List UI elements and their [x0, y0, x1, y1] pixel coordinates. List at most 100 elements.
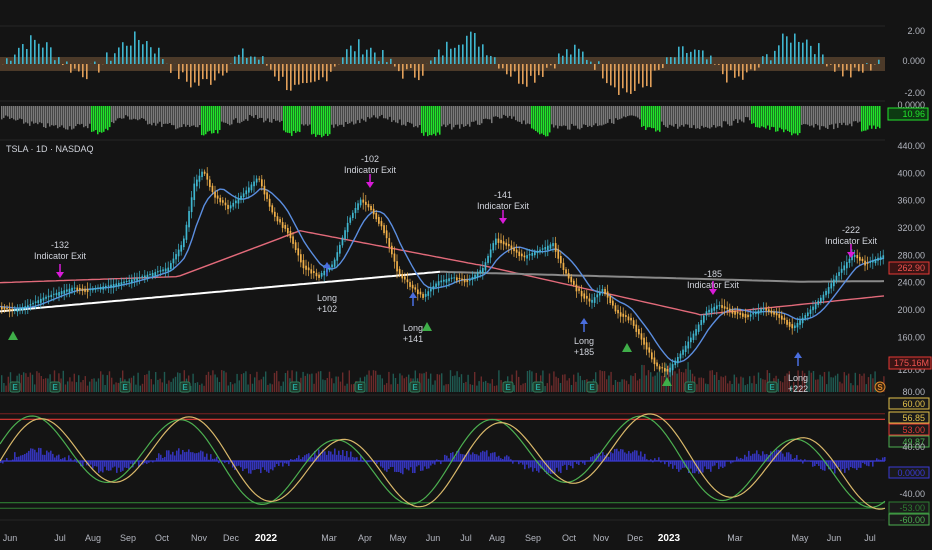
candle-body [45, 296, 47, 299]
strength-bar [147, 106, 149, 125]
candle-body [703, 315, 705, 323]
earnings-marker[interactable]: E [354, 381, 366, 393]
volume-bar [339, 381, 342, 392]
osc-histogram-bar [200, 450, 202, 461]
earnings-marker[interactable]: E [766, 381, 778, 393]
volume-bar [764, 379, 766, 392]
buy-signal-icon[interactable] [622, 343, 632, 352]
earnings-marker[interactable]: E [532, 381, 544, 393]
candle-body [375, 212, 378, 220]
strength-bar [353, 106, 355, 125]
candle-body [461, 278, 463, 281]
earnings-marker[interactable]: E [179, 381, 191, 393]
strength-bar [451, 106, 453, 130]
volume-bar [643, 365, 645, 392]
volume-bar [452, 376, 454, 392]
osc-histogram-bar [490, 453, 492, 461]
strength-bar [251, 106, 253, 117]
long-entry-annotation[interactable]: Long+141 [403, 292, 423, 344]
long-entry-annotation[interactable]: Long+222 [788, 352, 808, 394]
osc-histogram-bar [512, 461, 514, 464]
long-entry-annotation[interactable]: Long+102 [317, 262, 337, 314]
earnings-marker[interactable]: E [9, 381, 21, 393]
candle-body [567, 273, 570, 279]
split-marker[interactable]: S [874, 381, 886, 393]
strength-bar [807, 106, 809, 125]
strength-bar [535, 106, 537, 132]
candle-body [417, 289, 419, 295]
candle-body [448, 278, 450, 282]
volume-bar [306, 373, 309, 392]
earnings-marker[interactable]: E [119, 381, 131, 393]
osc-histogram-bar [832, 461, 834, 469]
earnings-marker[interactable]: E [586, 381, 598, 393]
strength-bar [207, 106, 209, 132]
osc-bar [410, 64, 412, 69]
osc-bar [50, 47, 52, 64]
osc-histogram-bar [822, 461, 824, 471]
osc-bar [38, 43, 40, 64]
volume-bar [326, 378, 328, 392]
earnings-marker[interactable]: E [49, 381, 61, 393]
volume-bar [390, 384, 392, 392]
volume-bar [20, 374, 23, 392]
candle-body [877, 257, 879, 261]
osc-bar [182, 64, 184, 73]
buy-signal-icon[interactable] [662, 377, 672, 386]
candle-body [55, 292, 58, 296]
osc-bar [254, 56, 256, 64]
candle-body [81, 288, 84, 292]
strength-bar [115, 106, 117, 121]
strength-bar [661, 106, 663, 122]
osc-histogram-bar [376, 461, 378, 464]
buy-signal-icon[interactable] [422, 322, 432, 331]
strength-bar [149, 106, 151, 124]
strength-bar [389, 106, 391, 117]
volume-bar [212, 370, 214, 392]
osc-histogram-bar [844, 461, 846, 473]
buy-signal-icon[interactable] [8, 331, 18, 340]
volume-bar [584, 380, 586, 392]
exit-label: Indicator Exit [477, 201, 530, 211]
candle-body [557, 249, 560, 259]
volume-bar [493, 385, 496, 392]
strength-bar [713, 106, 715, 126]
candle-body [396, 261, 398, 272]
volume-bar [91, 378, 93, 392]
osc-histogram-bar [126, 461, 128, 469]
volume-bar [619, 381, 621, 392]
osc-bar [398, 64, 400, 72]
earnings-marker[interactable]: E [289, 381, 301, 393]
long-entry-annotation[interactable]: Long+185 [574, 318, 594, 357]
volume-bar [566, 380, 568, 392]
strength-bar [465, 106, 467, 127]
osc-histogram-bar [146, 461, 148, 464]
strength-bar [841, 106, 843, 125]
volume-bar [874, 371, 876, 392]
osc-histogram-bar [752, 453, 754, 461]
osc-histogram-bar [854, 461, 856, 469]
volume-bar [137, 372, 139, 392]
candle-body [136, 277, 138, 281]
time-axis[interactable]: Jun Jul Aug Sep Oct Nov Dec 2022 Mar Apr May Jun Jul… [3, 533, 876, 544]
earnings-marker[interactable]: E [684, 381, 696, 393]
osc-histogram-bar [856, 461, 858, 471]
price-axis[interactable]: 2.000.000-2.000.000010.96440.00400.00360… [886, 0, 932, 550]
badge-frame [888, 261, 930, 275]
volume-bar [515, 370, 518, 392]
strength-bar [91, 106, 93, 132]
osc-histogram-bar [884, 457, 886, 461]
time-tick: Aug [489, 533, 505, 543]
osc-bar [594, 64, 596, 70]
earnings-marker[interactable]: E [409, 381, 421, 393]
earnings-marker[interactable]: E [502, 381, 514, 393]
osc-histogram-bar [626, 453, 628, 461]
candle-body [562, 262, 565, 270]
candle-body [578, 288, 580, 291]
